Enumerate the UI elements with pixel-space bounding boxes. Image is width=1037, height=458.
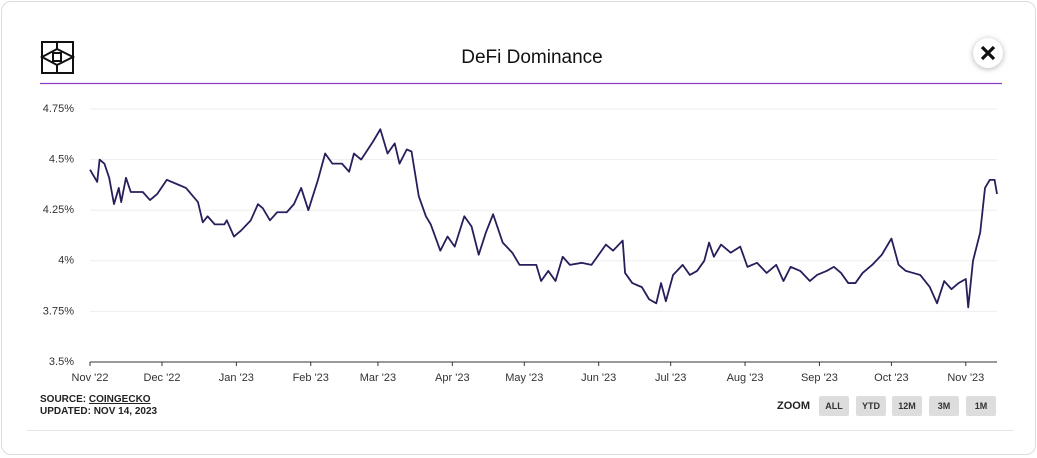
x-tick-label: May '23 (505, 372, 543, 384)
logo (39, 41, 76, 74)
zoom-button[interactable]: ALL (819, 396, 849, 416)
y-tick-label: 3.75% (43, 305, 74, 317)
x-tick-label: Nov '23 (947, 372, 984, 384)
y-tick-label: 4% (58, 255, 74, 267)
x-tick-label: Aug '23 (727, 372, 764, 384)
zoom-label: ZOOM (777, 400, 810, 412)
zoom-button[interactable]: 3M (929, 396, 959, 416)
x-tick-label: Jun '23 (581, 372, 616, 384)
updated: UPDATED: NOV 14, 2023 (40, 406, 158, 417)
source-label: SOURCE: (40, 394, 87, 405)
x-tick-label: Jul '23 (655, 372, 686, 384)
source-link[interactable]: COINGECKO (88, 394, 151, 405)
line-series (89, 128, 998, 309)
close-button[interactable] (973, 38, 1003, 68)
source: SOURCE: COINGECKO (40, 394, 151, 405)
x-tick-label: Dec '22 (144, 372, 181, 384)
x-tick-label: Oct '23 (874, 372, 909, 384)
zoom-button[interactable]: 12M (892, 396, 922, 416)
x-tick-label: Sep '23 (801, 372, 838, 384)
y-tick-label: 4.75% (43, 103, 74, 115)
x-tick-label: Jan '23 (219, 372, 254, 384)
y-tick-label: 4.5% (49, 154, 74, 166)
y-tick-label: 4.25% (43, 204, 74, 216)
x-tick-label: Apr '23 (435, 372, 470, 384)
x-tick-label: Feb '23 (293, 372, 329, 384)
zoom-button[interactable]: YTD (856, 396, 886, 416)
chart-title: DeFi Dominance (461, 47, 603, 68)
y-tick-label: 3.5% (49, 356, 74, 368)
x-tick-label: Nov '22 (72, 372, 109, 384)
x-tick-label: Mar '23 (360, 372, 396, 384)
zoom-button[interactable]: 1M (966, 396, 996, 416)
